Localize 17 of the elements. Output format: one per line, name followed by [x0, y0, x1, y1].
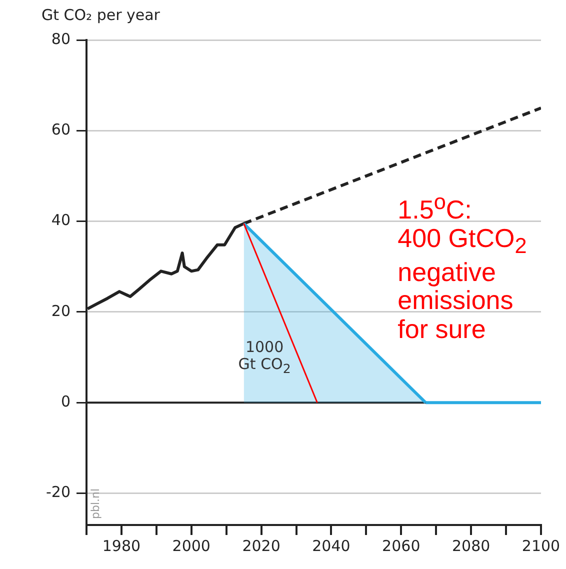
x-tick-label: 2060 [382, 536, 420, 555]
annotation: 1.5$^{o}$C: 400 GtCO$_{2}$ negative emissions for sure [398, 188, 527, 344]
y-tick-label: -20 [46, 483, 70, 502]
x-tick-label: 2000 [172, 536, 210, 555]
y-tick-label: 60 [51, 120, 70, 139]
y-tick-label: 0 [60, 392, 70, 411]
x-tick-label: 2080 [452, 536, 490, 555]
x-tick-label: 2020 [242, 536, 280, 555]
annotation: 1000 Gt CO$_{2}$ [238, 338, 291, 376]
annotation: pbl.nl [89, 488, 103, 519]
y-tick-label: 40 [51, 211, 70, 230]
y-tick-label: 20 [51, 302, 70, 320]
y-tick-label: 80 [51, 30, 70, 48]
x-tick-label: 2100 [522, 536, 560, 555]
x-tick-label: 2040 [312, 536, 350, 555]
y-axis-title: Gt CO₂ per year [41, 6, 160, 24]
x-tick-label: 1980 [102, 536, 141, 555]
